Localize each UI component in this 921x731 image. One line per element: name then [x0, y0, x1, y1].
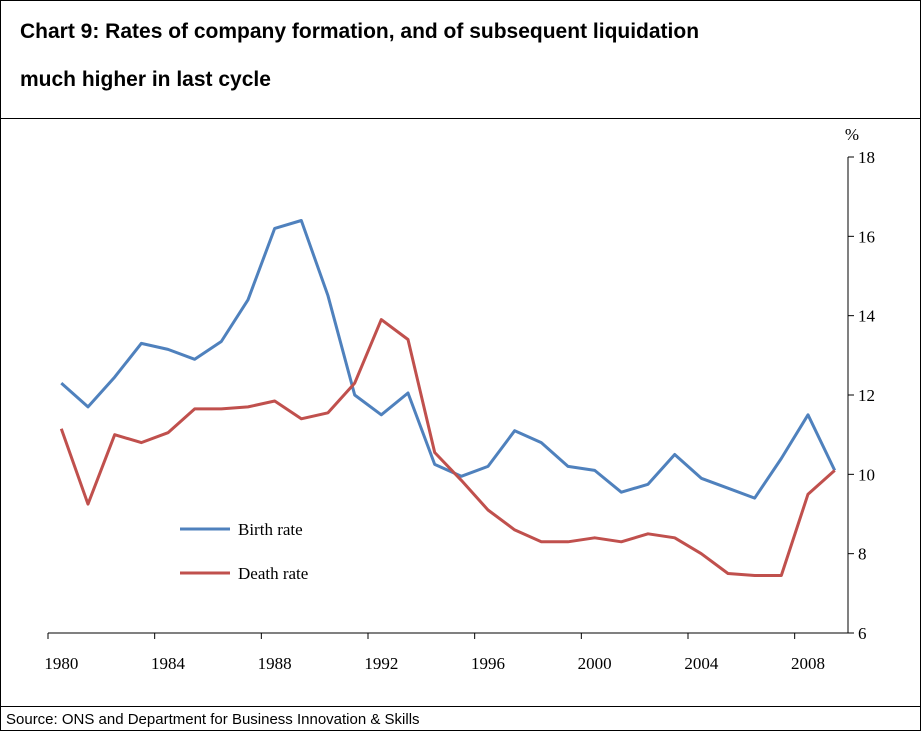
- x-tick-label: 1980: [44, 654, 78, 673]
- y-tick-label: 6: [858, 624, 867, 643]
- x-tick-label: 2000: [578, 654, 612, 673]
- y-unit: %: [845, 125, 859, 144]
- x-tick-label: 1992: [364, 654, 398, 673]
- chart-title: much higher in last cycle: [20, 68, 271, 91]
- x-tick-label: 2004: [684, 654, 719, 673]
- x-tick-label: 1988: [258, 654, 292, 673]
- y-tick-label: 18: [858, 148, 875, 167]
- y-tick-label: 12: [858, 386, 875, 405]
- x-tick-label: 1996: [471, 654, 505, 673]
- y-tick-label: 16: [858, 227, 875, 246]
- data-line: [59, 318, 836, 577]
- x-tick-label: 1984: [151, 654, 186, 673]
- y-tick-label: 10: [858, 465, 875, 484]
- legend-label: Birth rate: [238, 520, 303, 539]
- chart-title: Chart 9: Rates of company formation, and…: [20, 20, 699, 43]
- source-note: Source: ONS and Department for Business …: [6, 711, 420, 728]
- data-line: [60, 219, 837, 500]
- y-tick-label: 14: [858, 307, 876, 326]
- y-tick-label: 8: [858, 545, 867, 564]
- x-tick-label: 2008: [791, 654, 825, 673]
- legend-label: Death rate: [238, 564, 308, 583]
